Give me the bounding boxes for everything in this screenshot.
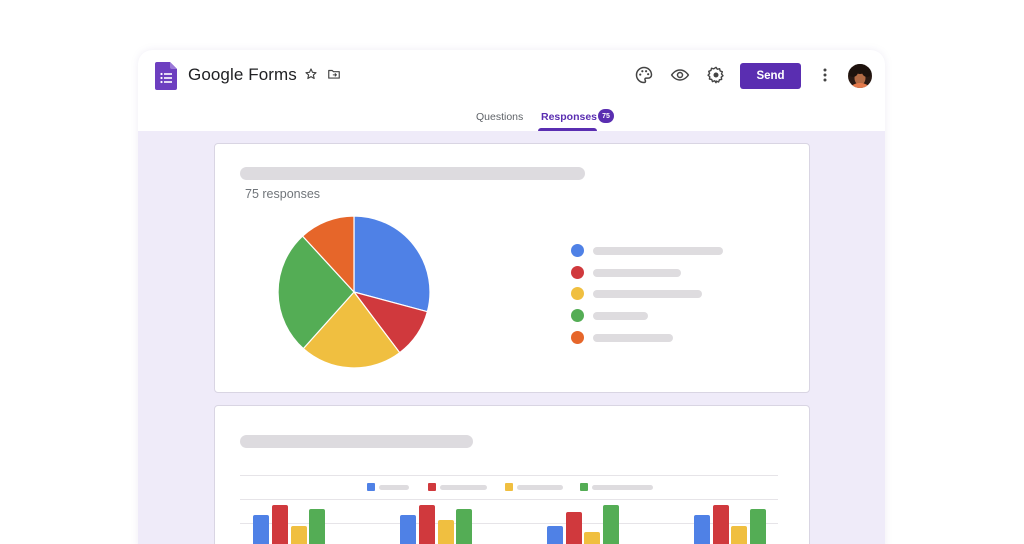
legend-label-placeholder <box>517 485 563 490</box>
responses-count-badge: 75 <box>598 109 614 123</box>
forms-window: Google Forms Send <box>138 50 885 544</box>
bar-group3-green[interactable] <box>603 505 619 544</box>
legend-dot-blue <box>571 244 584 257</box>
eye-preview-icon[interactable] <box>670 65 690 85</box>
pie-slice-yellow[interactable] <box>302 291 401 369</box>
legend-item <box>571 309 771 323</box>
gridline <box>240 499 778 500</box>
pie-slice-blue[interactable] <box>353 215 431 313</box>
pie-slice-green[interactable] <box>277 235 355 350</box>
legend-item <box>571 244 771 258</box>
bar-legend-swatch-green <box>580 483 588 491</box>
bar-group2-yellow[interactable] <box>438 520 454 544</box>
legend-label-placeholder <box>593 269 681 277</box>
question-title-placeholder <box>240 435 473 448</box>
legend-label-placeholder <box>593 247 723 255</box>
legend-dot-yellow <box>571 287 584 300</box>
legend-item <box>571 266 771 280</box>
legend-dot-red <box>571 266 584 279</box>
bar-group2-blue[interactable] <box>400 515 416 544</box>
legend-label-placeholder <box>592 485 653 490</box>
bar-group4-green[interactable] <box>750 509 766 544</box>
bar-legend-swatch-blue <box>367 483 375 491</box>
bar-group1-blue[interactable] <box>253 515 269 544</box>
legend-label-placeholder <box>593 334 673 342</box>
app-title: Google Forms <box>188 65 297 84</box>
tab-responses[interactable]: Responses <box>541 111 598 123</box>
legend-label-placeholder <box>440 485 487 490</box>
bar-group3-blue[interactable] <box>547 526 563 544</box>
user-avatar[interactable] <box>848 64 872 88</box>
bar-chart-card <box>214 405 810 544</box>
more-vert-icon[interactable] <box>815 65 835 85</box>
palette-icon[interactable] <box>634 65 654 85</box>
legend-item <box>571 331 771 345</box>
bar-group2-red[interactable] <box>419 505 435 544</box>
bar-group1-red[interactable] <box>272 505 288 544</box>
bar-group1-green[interactable] <box>309 509 325 544</box>
summary-card: 75 responses <box>214 143 810 393</box>
gridline <box>240 523 778 524</box>
legend-dot-green <box>571 309 584 322</box>
gridline <box>240 475 778 476</box>
app-header: Google Forms Send <box>138 50 885 131</box>
gear-icon[interactable] <box>706 65 726 85</box>
legend-label-placeholder <box>593 312 648 320</box>
move-to-folder-icon[interactable] <box>327 67 341 81</box>
legend-label-placeholder <box>593 290 702 298</box>
bar-legend-swatch-red <box>428 483 436 491</box>
bar-group1-yellow[interactable] <box>291 526 307 544</box>
bar-legend-swatch-yellow <box>505 483 513 491</box>
forms-logo-icon[interactable] <box>155 62 177 90</box>
tab-questions[interactable]: Questions <box>476 111 524 123</box>
legend-dot-orange <box>571 331 584 344</box>
send-button[interactable]: Send <box>740 63 801 89</box>
pie-slice-orange[interactable] <box>302 215 355 293</box>
response-count: 75 responses <box>245 187 321 201</box>
pie-chart <box>277 215 431 369</box>
bar-group3-red[interactable] <box>566 512 582 544</box>
active-tab-indicator <box>538 128 597 131</box>
legend-label-placeholder <box>379 485 409 490</box>
bar-group4-red[interactable] <box>713 505 729 544</box>
bar-group4-yellow[interactable] <box>731 526 747 544</box>
tab-bar: Questions Responses 75 <box>138 108 885 131</box>
bar-group4-blue[interactable] <box>694 515 710 544</box>
question-title-placeholder <box>240 167 585 180</box>
bar-group2-green[interactable] <box>456 509 472 544</box>
legend-item <box>571 287 771 301</box>
avatar-image <box>848 64 872 88</box>
star-icon[interactable] <box>304 67 318 81</box>
bar-group3-yellow[interactable] <box>584 532 600 544</box>
